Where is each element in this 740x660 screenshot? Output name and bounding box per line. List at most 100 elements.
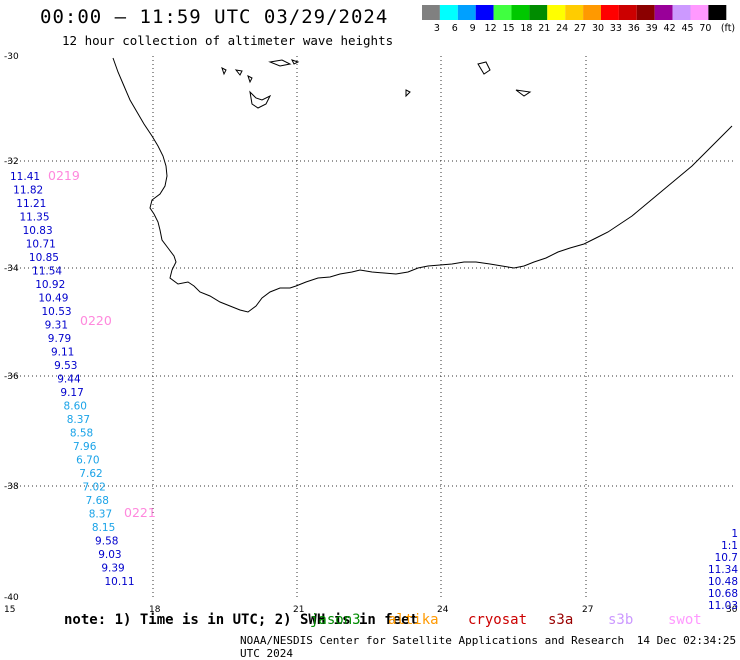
latitude-label: -34 <box>4 264 19 274</box>
wave-height-value: 10.53 <box>42 306 72 318</box>
legend-swatch <box>618 5 637 20</box>
satellite-name-jason3: jason3 <box>310 612 361 628</box>
latitude-label: -40 <box>4 593 19 603</box>
page-subtitle: 12 hour collection of altimeter wave hei… <box>62 33 394 48</box>
wave-height-value: 10.7 <box>715 552 738 564</box>
note-text: note: 1) Time is in UTC; 2) SWH is in fe… <box>64 612 419 628</box>
legend-value-label: 3 <box>434 23 440 34</box>
legend-swatch <box>601 5 619 20</box>
wave-height-value: 9.44 <box>57 374 81 386</box>
latitude-label: -36 <box>4 372 19 382</box>
satellite-name-swot: swot <box>668 612 702 628</box>
legend-value-label: 24 <box>556 23 568 34</box>
wave-height-value: 7.68 <box>86 495 109 507</box>
wave-height-value: 10.83 <box>23 225 53 237</box>
island-group-1 <box>221 67 272 109</box>
legend-swatch <box>654 5 673 20</box>
wave-height-value: 11.03 <box>708 600 738 612</box>
wave-height-value: 11.34 <box>708 564 738 576</box>
wave-height-value: 11.82 <box>13 185 43 197</box>
latitude-label: -30 <box>4 52 19 62</box>
legend-swatch <box>547 5 566 20</box>
footer-credit: NOAA/NESDIS Center for Satellite Applica… <box>240 634 740 660</box>
pass-number-label: 0220 <box>80 313 112 328</box>
wave-height-value: 8.15 <box>92 522 115 534</box>
wave-height-value: 9.39 <box>101 563 124 575</box>
longitude-label: 18 <box>149 605 161 615</box>
wave-height-value: 11.41 <box>10 171 40 183</box>
legend-swatch <box>457 5 476 20</box>
legend-swatch <box>422 5 440 20</box>
legend-value-label: 12 <box>485 23 497 34</box>
legend-swatch <box>439 5 458 20</box>
island-group-2 <box>268 59 300 67</box>
wave-height-value: 8.37 <box>67 414 90 426</box>
wave-height-value: 11.21 <box>16 198 46 210</box>
longitude-label: 30 <box>726 605 738 615</box>
pass-number-label: 0221 <box>124 505 156 520</box>
wave-height-value: 8.37 <box>89 509 112 521</box>
page-title: 00:00 – 11:59 UTC 03/29/2024 <box>40 6 389 28</box>
latitude-label: -32 <box>4 157 19 167</box>
longitude-label: 21 <box>293 605 304 615</box>
latitude-labels: -30 -32 -34 -36 -38 -40 <box>4 52 19 603</box>
wave-height-value: 10.48 <box>708 576 738 588</box>
longitude-label: 27 <box>582 605 593 615</box>
legend-value-label: 70 <box>699 23 711 34</box>
legend-value-label: 6 <box>452 23 458 34</box>
legend-swatch <box>511 5 530 20</box>
legend-value-label: 33 <box>610 23 622 34</box>
longitude-label: 15 <box>4 605 15 615</box>
legend-value-label: 45 <box>681 23 693 34</box>
legend-swatch <box>529 5 548 20</box>
legend-swatch <box>475 5 494 20</box>
legend-swatch <box>493 5 512 20</box>
wave-height-value: 9.17 <box>60 387 83 399</box>
satellite-name-s3b: s3b <box>608 612 634 628</box>
wave-height-value: 1 <box>731 528 738 540</box>
longitude-labels: 15 18 21 24 27 30 <box>4 605 738 615</box>
legend-swatch <box>583 5 601 20</box>
wave-height-value: 10.11 <box>105 576 135 588</box>
legend-value-label: 36 <box>628 23 640 34</box>
credit-text: NOAA/NESDIS Center for Satellite Applica… <box>240 634 625 647</box>
legend-value-label: 39 <box>646 23 658 34</box>
coastline-south-africa <box>112 57 733 313</box>
graticule <box>8 56 736 597</box>
wave-height-value: 9.53 <box>54 360 77 372</box>
wave-height-value: 8.58 <box>70 428 93 440</box>
wave-height-value: 10.68 <box>708 588 738 600</box>
wave-height-value: 8.60 <box>64 401 87 413</box>
legend-value-label: 30 <box>592 23 604 34</box>
wave-height-value: 10.92 <box>35 279 65 291</box>
wave-height-value: 9.79 <box>48 333 71 345</box>
altimeter-tracks: 11.4111.8211.2111.3510.8310.7110.8511.54… <box>10 168 738 612</box>
legend-swatch <box>672 5 691 20</box>
pass-number-label: 0219 <box>48 168 80 183</box>
wave-height-value: 7.62 <box>79 468 102 480</box>
legend-value-label: 21 <box>538 23 550 34</box>
wave-height-value: 9.58 <box>95 536 118 548</box>
legend-swatch <box>565 5 584 20</box>
wave-height-value: 1:1 <box>721 540 738 552</box>
wave-height-value: 10.71 <box>26 239 56 251</box>
coastline <box>112 57 733 313</box>
legend-value-label: 27 <box>574 23 586 34</box>
longitude-label: 24 <box>437 605 449 615</box>
latitude-label: -38 <box>4 482 19 492</box>
map-frame <box>8 56 736 597</box>
legend-value-label: 42 <box>664 23 676 34</box>
wave-height-value: 9.11 <box>51 347 74 359</box>
wave-height-value: 9.31 <box>45 320 68 332</box>
legend-value-label: 18 <box>520 23 532 34</box>
wave-height-value: 11.54 <box>32 266 62 278</box>
legend-unit-label: (ft) <box>721 23 735 34</box>
legend-swatch <box>690 5 709 20</box>
wave-height-value: 7.02 <box>82 482 105 494</box>
wave-height-value: 6.70 <box>76 455 99 467</box>
wave-height-value: 9.03 <box>98 549 121 561</box>
wave-height-value: 10.49 <box>38 293 68 305</box>
legend-swatch <box>708 5 727 20</box>
legend-value-label: 15 <box>502 23 514 34</box>
